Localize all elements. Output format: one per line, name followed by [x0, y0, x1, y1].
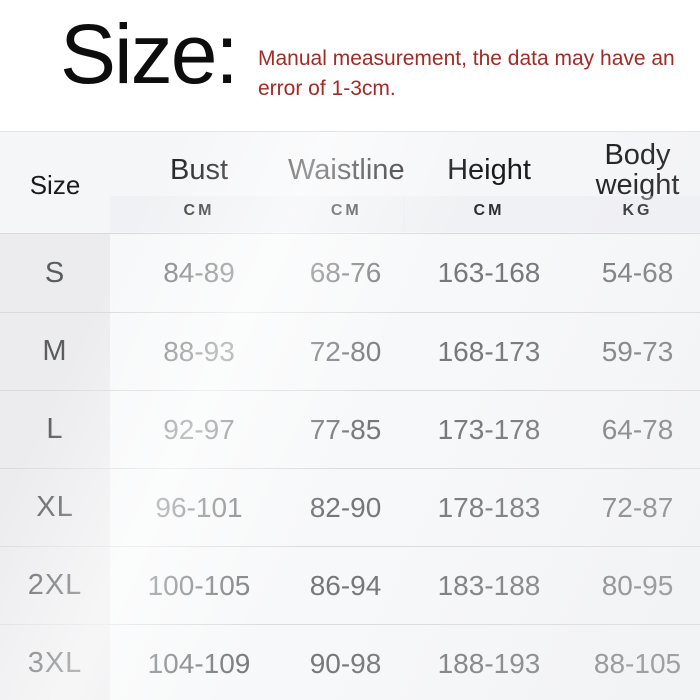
height-cell: 183-188: [437, 569, 541, 601]
measurement-note-line1: Manual measurement, the data may have an: [258, 47, 675, 70]
height-cell: 168-173: [437, 335, 541, 367]
waistline-cell: 82-90: [309, 491, 382, 523]
weight-cell: 59-73: [601, 335, 674, 367]
column-header-size: Size: [29, 170, 81, 200]
size-cell: L: [0, 391, 110, 468]
waistline-cell: 68-76: [309, 257, 382, 288]
measurement-note: Manual measurement, the data may have an…: [258, 44, 675, 104]
height-cell: 178-183: [437, 491, 541, 523]
bust-cell: 96-101: [155, 491, 243, 523]
table-row-2xl: 2XL 100-105 86-94 183-188 80-95: [0, 546, 700, 624]
bust-cell: 100-105: [147, 569, 251, 601]
column-unit: CM: [288, 196, 405, 232]
height-cell: 163-168: [437, 257, 541, 288]
column-label: Bust: [169, 153, 229, 186]
height-cell: 188-193: [437, 647, 541, 679]
column-label: Waistline: [288, 153, 405, 186]
waistline-cell: 72-80: [309, 335, 382, 367]
column-header-body-weight: Body weight KG: [575, 132, 700, 233]
bust-cell: 92-97: [163, 413, 235, 445]
bust-cell: 104-109: [147, 647, 251, 679]
column-unit: KG: [575, 196, 700, 232]
weight-cell: 72-87: [601, 491, 674, 523]
column-label: Height: [447, 153, 531, 186]
size-cell: 3XL: [0, 625, 110, 700]
table-row-m: M 88-93 72-80 168-173 59-73: [0, 312, 700, 390]
page-header: Size: Manual measurement, the data may h…: [0, 0, 700, 131]
waistline-cell: 90-98: [309, 647, 382, 679]
size-cell: M: [0, 313, 110, 390]
waistline-cell: 86-94: [309, 569, 382, 601]
weight-cell: 64-78: [601, 413, 674, 445]
size-cell: 2XL: [0, 547, 110, 624]
page-title: Size:: [60, 7, 239, 101]
measurement-note-line2: error of 1-3cm.: [258, 77, 396, 100]
table-body: S 84-89 68-76 163-168 54-68 M 88-93 72-8…: [0, 234, 700, 700]
size-cell: XL: [0, 469, 110, 546]
column-header-waistline: Waistline CM: [288, 132, 405, 233]
column-header-bust: Bust CM: [110, 132, 288, 233]
waistline-cell: 77-85: [309, 413, 382, 445]
height-cell: 173-178: [437, 413, 541, 445]
table-row-s: S 84-89 68-76 163-168 54-68: [0, 234, 700, 312]
weight-cell: 80-95: [601, 569, 674, 601]
weight-cell: 88-105: [593, 647, 682, 679]
table-row-3xl: 3XL 104-109 90-98 188-193 88-105: [0, 624, 700, 700]
column-unit: CM: [110, 196, 288, 232]
table-header-row: Size Bust CM Waistline CM Height CM Body…: [0, 132, 700, 234]
size-table: Size Bust CM Waistline CM Height CM Body…: [0, 131, 700, 700]
column-label: Body weight: [595, 138, 680, 201]
column-header-height: Height CM: [403, 132, 575, 233]
bust-cell: 84-89: [163, 257, 235, 288]
table-row-l: L 92-97 77-85 173-178 64-78: [0, 390, 700, 468]
bust-cell: 88-93: [163, 335, 235, 367]
weight-cell: 54-68: [601, 257, 674, 288]
size-cell: S: [0, 234, 110, 312]
table-row-xl: XL 96-101 82-90 178-183 72-87: [0, 468, 700, 546]
column-unit: CM: [403, 196, 575, 232]
